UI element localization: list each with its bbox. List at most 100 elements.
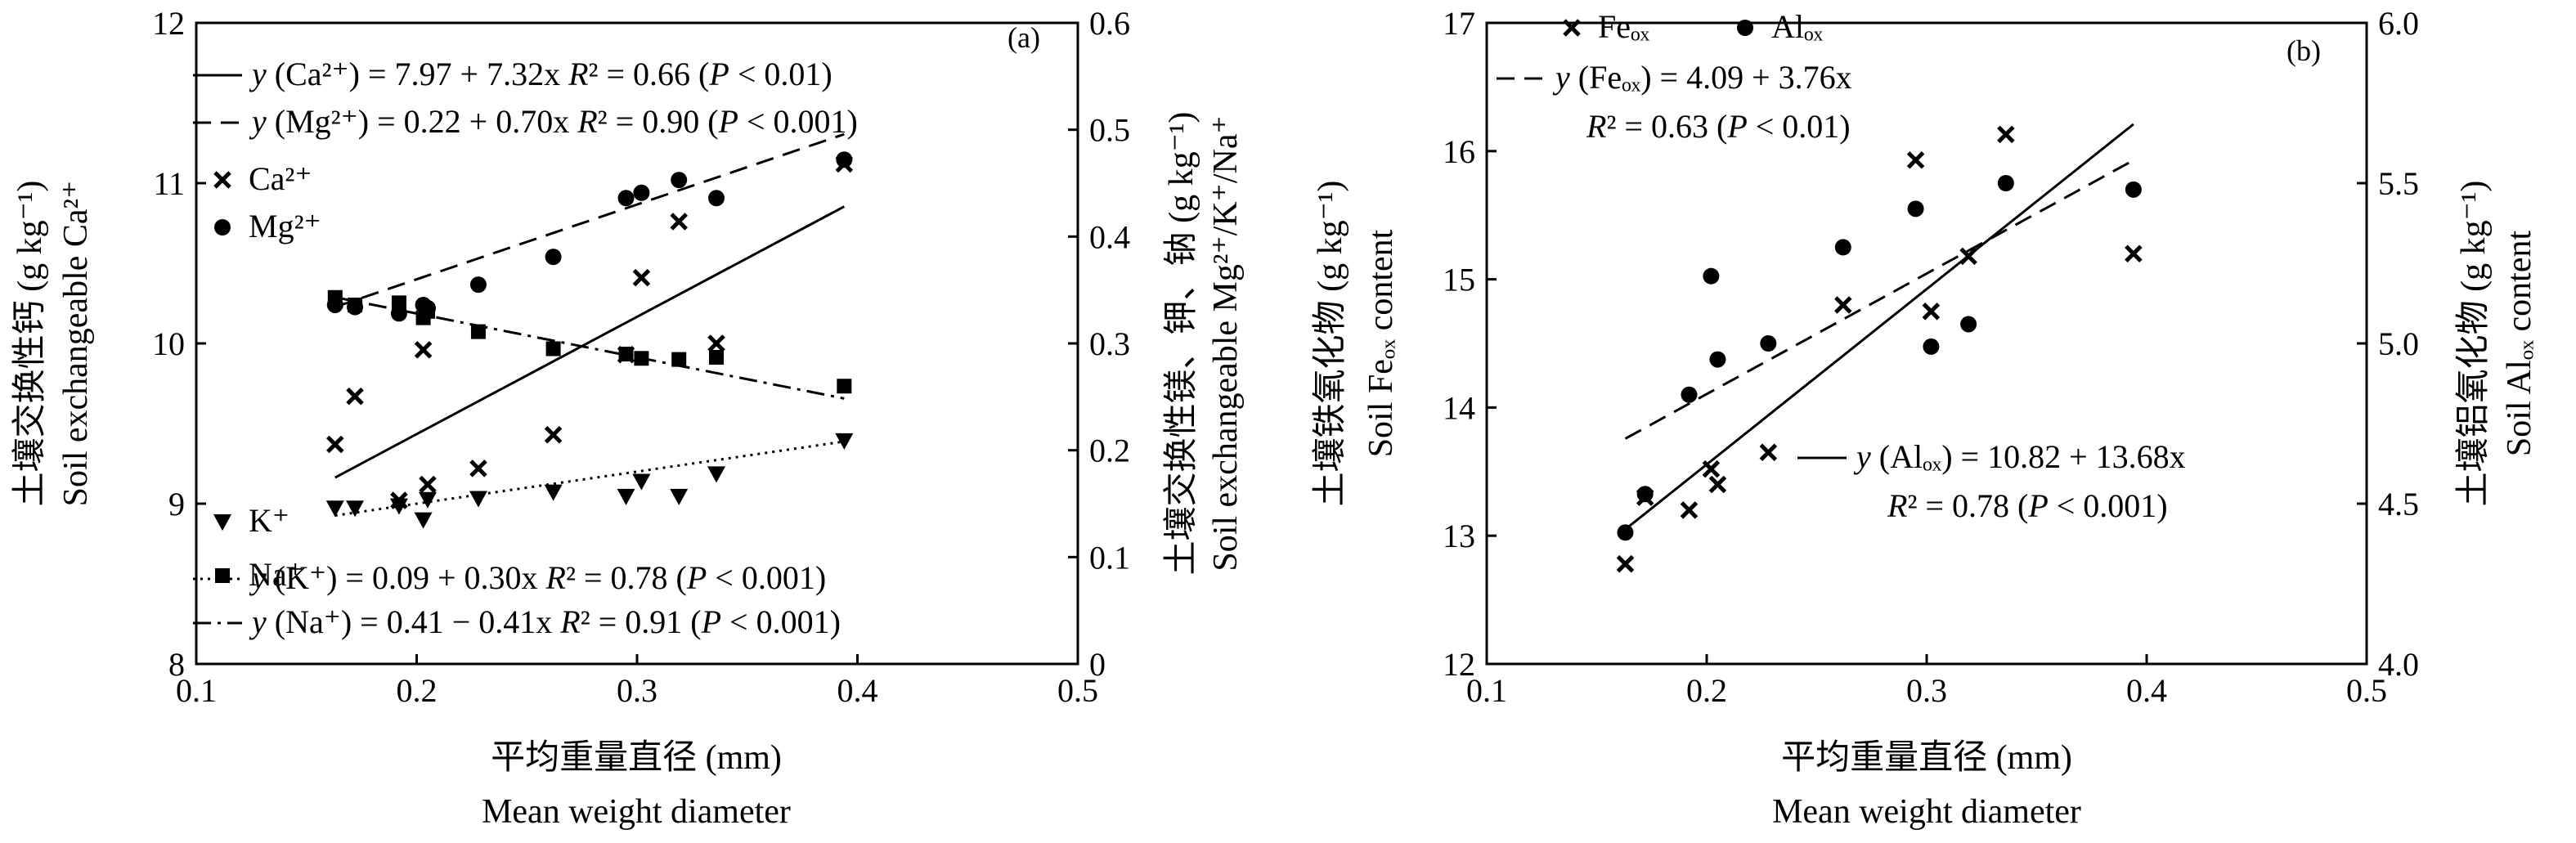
y-right-tick-label: 0.1 [1089, 539, 1130, 576]
data-point-circle [1923, 338, 1940, 355]
panel-b-fit-lines [1624, 123, 2134, 531]
data-point-square [837, 379, 852, 394]
panel-b-x-axis-label-cn: 平均重量直径 (mm) [1781, 739, 2072, 777]
fit-equation: y (Mg²⁺) = 0.22 + 0.70x R² = 0.90 (P < 0… [249, 103, 858, 140]
data-point-triangle [346, 500, 365, 518]
x-tick-label: 0.2 [1686, 672, 1727, 709]
fit-equation: y (Ca²⁺) = 7.97 + 7.32x R² = 0.66 (P < 0… [249, 56, 832, 92]
data-point-x [1922, 303, 1941, 321]
y-left-tick-label: 11 [153, 165, 185, 202]
panel-a-x-axis-label-cn: 平均重量直径 (mm) [491, 739, 782, 777]
y-right-tick-label: 5.0 [2378, 325, 2419, 362]
data-point-circle [708, 190, 725, 207]
x-tick-label: 0.1 [1466, 672, 1507, 709]
panel-a-y-axis-right-label-cn: 土壤交换性镁、钾、钠 (g kg⁻¹) [1162, 112, 1200, 576]
x-tick-label: 0.4 [837, 672, 878, 709]
legend-label: Feₒₓ [1598, 8, 1650, 45]
legend-marker-x [213, 171, 231, 189]
data-point-square [618, 347, 634, 362]
panel-a-y-axis-left-label-en: Soil exchangeable Ca²⁺ [57, 181, 95, 507]
panel-b-y-axis-left-label-en: Soil Feₒₓ content [1362, 229, 1400, 457]
panel-b-y-axis-right-label-en: Soil Alₒₓ content [2501, 231, 2538, 457]
panel-a-legend: Ca²⁺ Mg²⁺ K⁺ Na⁺ [213, 160, 321, 593]
data-point-circle [1636, 486, 1654, 503]
fit-r-squared: R² = 0.78 (P < 0.001) [1887, 487, 2168, 524]
data-point-triangle [670, 488, 689, 505]
fit-line-dashed [334, 132, 845, 308]
legend-marker-triangle [213, 514, 231, 531]
panel-b-label: (b) [2287, 34, 2321, 67]
data-point-circle [2125, 181, 2142, 198]
data-point-x [1997, 125, 2015, 144]
data-point-x [326, 435, 344, 454]
fit-equation: y (Alₒₓ) = 10.82 + 13.68x [1853, 438, 2186, 475]
data-point-circle [671, 172, 688, 189]
y-left-tick-label: 12 [152, 5, 185, 42]
x-tick-label: 0.3 [1906, 672, 1947, 709]
x-tick-label: 0.3 [617, 672, 657, 709]
data-point-circle [1834, 239, 1851, 256]
legend-marker-x [1563, 19, 1581, 37]
panel-a-label: (a) [1008, 21, 1040, 54]
fit-equation: y (K⁺) = 0.09 + 0.30x R² = 0.78 (P < 0.0… [249, 559, 826, 596]
y-left-tick-label: 9 [168, 486, 185, 522]
fit-equation: y (Na⁺) = 0.41 − 0.41x R² = 0.91 (P < 0.… [249, 603, 841, 640]
panel-a-x-axis-label-en: Mean weight diameter [482, 793, 791, 831]
data-point-triangle [418, 491, 437, 509]
y-right-tick-label: 6.0 [2378, 5, 2419, 42]
legend-label: K⁺ [249, 502, 289, 539]
panel-b-y-axis-right-label-cn: 土壤铝氧化物 (g kg⁻¹) [2454, 181, 2493, 507]
panel-a-equations: y (Ca²⁺) = 7.97 + 7.32x R² = 0.66 (P < 0… [193, 56, 858, 640]
data-point-x [414, 341, 433, 359]
y-left-tick-label: 10 [152, 325, 185, 362]
fit-line-dashed [1624, 159, 2134, 440]
data-point-x [346, 387, 364, 406]
data-point-circle [1907, 200, 1924, 217]
legend-label: Mg²⁺ [249, 208, 321, 244]
data-point-x [670, 213, 688, 231]
data-point-triangle [835, 433, 854, 450]
fit-line-solid [334, 205, 846, 479]
data-point-circle [617, 190, 635, 207]
panel-a-ticks: 0.1 0.2 0.3 0.4 0.5 8 9 10 11 12 0 0.1 0.2 0.3 0.4 0.5 0… [152, 5, 1130, 709]
y-right-tick-label: 0.6 [1089, 5, 1130, 42]
y-left-tick-label: 8 [168, 646, 185, 683]
data-point-circle [1703, 267, 1720, 285]
y-left-tick-label: 13 [1443, 518, 1475, 554]
y-right-tick-label: 0 [1089, 646, 1106, 683]
data-point-square [671, 352, 687, 367]
panel-a-fit-lines [334, 132, 846, 517]
data-point-square [391, 295, 406, 311]
y-right-tick-label: 0.5 [1089, 112, 1130, 149]
legend-marker-square [215, 568, 230, 583]
data-point-triangle [389, 498, 408, 515]
data-point-circle [1960, 316, 1977, 333]
panel-b-equations: y (Feₒₓ) = 4.09 + 3.76x R² = 0.63 (P < 0.… [1497, 59, 2186, 524]
panel-a-y-axis-left-label-cn: 土壤交换性钙 (g kg⁻¹) [11, 181, 49, 507]
data-point-x [419, 475, 437, 494]
data-point-x [1708, 475, 1727, 494]
data-point-square [420, 303, 435, 319]
panel-b-x-axis-label-en: Mean weight diameter [1772, 793, 2081, 831]
legend-marker-circle [214, 219, 231, 235]
y-left-tick-label: 14 [1443, 389, 1475, 426]
data-point-x [2125, 244, 2143, 263]
x-tick-label: 0.5 [2346, 672, 2387, 709]
data-point-triangle [414, 512, 433, 529]
data-point-triangle [469, 491, 487, 508]
data-point-x [632, 268, 651, 287]
panel-b-legend: Feₒₓ Alₒₓ [1563, 8, 1824, 45]
y-right-tick-label: 0.3 [1089, 325, 1130, 362]
data-point-circle [1681, 386, 1698, 403]
legend-label: Na⁺ [249, 556, 304, 593]
panel-a: 0.1 0.2 0.3 0.4 0.5 8 9 10 11 12 0 0.1 0.2 0.3 0.4 0.5 0… [11, 5, 1245, 831]
fit-line-solid [1624, 123, 2134, 531]
data-point-triangle [617, 488, 635, 505]
panel-b: 0.1 0.2 0.3 0.4 0.5 12 13 14 15 16 17 4.0 4.5 5.0 5.5 6… [1311, 5, 2538, 831]
panel-b-y-axis-left-label-cn: 土壤铁氧化物 (g kg⁻¹) [1311, 181, 1349, 507]
legend-marker-circle [1737, 20, 1753, 36]
data-point-square [545, 341, 561, 356]
data-point-triangle [544, 484, 563, 501]
data-point-circle [1709, 351, 1726, 368]
